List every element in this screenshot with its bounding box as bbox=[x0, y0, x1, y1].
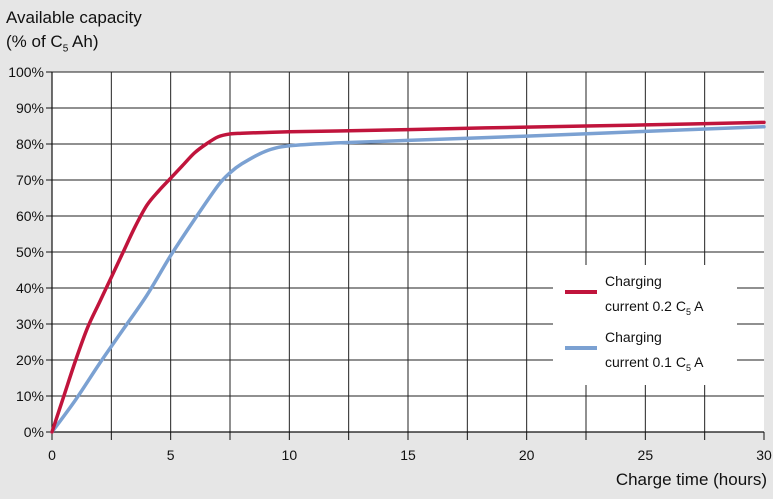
y-tick-label: 40% bbox=[16, 280, 44, 296]
legend-label-line2: current 0.1 C5 A bbox=[605, 354, 704, 373]
legend-label-line1: Charging bbox=[605, 329, 662, 345]
y-axis-label-line2: (% of C5 Ah) bbox=[6, 32, 99, 55]
x-tick-label: 30 bbox=[756, 447, 772, 463]
y-axis-label-line1: Available capacity bbox=[6, 8, 142, 27]
y-tick-label: 60% bbox=[16, 208, 44, 224]
y-tick-label: 20% bbox=[16, 352, 44, 368]
series-line-0 bbox=[50, 120, 766, 434]
x-tick-label: 25 bbox=[638, 447, 654, 463]
legend-box bbox=[553, 265, 737, 385]
series-line-1 bbox=[50, 124, 766, 434]
y-tick-label: 100% bbox=[8, 64, 44, 80]
legend-label-line1: Charging bbox=[605, 273, 662, 289]
y-axis-label: Available capacity (% of C5 Ah) bbox=[6, 6, 142, 61]
x-tick-label: 10 bbox=[282, 447, 298, 463]
x-tick-label: 5 bbox=[167, 447, 175, 463]
y-tick-label: 30% bbox=[16, 316, 44, 332]
y-tick-label: 90% bbox=[16, 100, 44, 116]
y-tick-label: 70% bbox=[16, 172, 44, 188]
x-tick-label: 15 bbox=[400, 447, 416, 463]
x-tick-label: 20 bbox=[519, 447, 535, 463]
y-tick-label: 50% bbox=[16, 244, 44, 260]
y-tick-label: 0% bbox=[24, 424, 44, 440]
x-axis-label: Charge time (hours) bbox=[615, 470, 767, 489]
y-tick-label: 80% bbox=[16, 136, 44, 152]
x-tick-label: 0 bbox=[48, 447, 56, 463]
y-tick-label: 10% bbox=[16, 388, 44, 404]
legend-label-line2: current 0.2 C5 A bbox=[605, 298, 704, 317]
